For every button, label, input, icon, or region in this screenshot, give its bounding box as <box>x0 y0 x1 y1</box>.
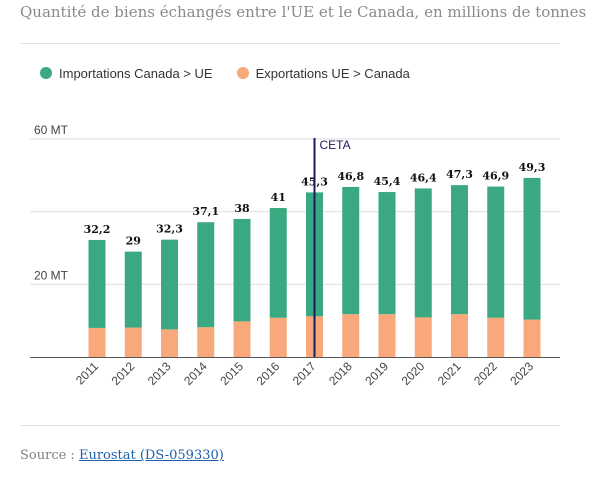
bar-segment-exports <box>269 317 287 357</box>
source-prefix: Source : <box>20 448 75 463</box>
x-tick-label: 2012 <box>109 359 138 388</box>
legend-label-imports: Importations Canada > UE <box>59 65 213 81</box>
bar-total-label: 49,3 <box>519 161 546 174</box>
bar-segment-exports <box>414 317 432 357</box>
x-tick-label: 2015 <box>217 359 246 388</box>
x-tick-label: 2014 <box>181 359 210 388</box>
x-tick-label: 2013 <box>145 359 174 388</box>
chart-subtitle: Quantité de biens échangés entre l'UE et… <box>20 3 587 21</box>
bar-segment-imports <box>414 188 432 318</box>
bar-segment-imports <box>233 218 251 322</box>
bar-segment-imports <box>487 186 505 318</box>
bar-segment-imports <box>88 240 106 328</box>
bar-segment-imports <box>197 222 215 328</box>
bar-segment-exports <box>124 327 142 357</box>
x-tick-label: 2011 <box>73 359 101 387</box>
bar-segment-imports <box>523 177 541 320</box>
bar-total-label: 41 <box>271 191 286 204</box>
bar-segment-exports <box>451 314 468 357</box>
bar-total-label: 37,1 <box>192 205 219 218</box>
bottom-divider <box>20 425 560 426</box>
bar-segment-exports <box>161 329 178 357</box>
bar-total-label: 46,8 <box>337 170 364 183</box>
legend-swatch-exports <box>236 67 249 79</box>
bar-segment-imports <box>342 186 360 315</box>
bar-segment-exports <box>523 319 541 357</box>
bar-segment-exports <box>233 321 251 357</box>
y-tick-label: 20 MT <box>34 268 69 282</box>
legend-swatch-imports <box>40 67 52 79</box>
ceta-marker-label: CETA <box>320 138 351 152</box>
bar-segment-imports <box>124 251 142 328</box>
legend-item-imports: Importations Canada > UE <box>40 66 213 81</box>
bar-segment-exports <box>487 317 505 357</box>
x-tick-label: 2016 <box>254 359 283 388</box>
bar-total-label: 38 <box>234 202 250 215</box>
stacked-bar-chart: 20 MT 60 MT 32,2 2011 29 2012 32,3 2013 37,1 2014… <box>30 123 560 388</box>
y-tick-label: 60 MT <box>34 123 69 137</box>
bar-segment-exports <box>342 314 360 357</box>
x-tick-label: 2021 <box>435 359 464 388</box>
x-tick-label: 2017 <box>290 359 319 388</box>
legend-label-exports: Exportations UE > Canada <box>255 65 410 81</box>
bar-total-label: 46,4 <box>410 171 437 184</box>
legend: Importations Canada > UE Exportations UE… <box>40 64 434 82</box>
legend-item-exports: Exportations UE > Canada <box>236 65 410 81</box>
source-line: Source : Eurostat (DS-059330) <box>20 448 224 463</box>
x-tick-label: 2020 <box>399 359 428 388</box>
x-tick-label: 2019 <box>362 359 391 388</box>
bar-total-label: 45,4 <box>374 175 401 188</box>
bar-segment-imports <box>451 185 468 315</box>
bar-total-label: 47,3 <box>446 168 473 181</box>
top-divider <box>20 43 560 44</box>
x-tick-label: 2018 <box>326 359 355 388</box>
x-tick-label: 2023 <box>507 359 536 388</box>
bar-segment-exports <box>88 327 106 357</box>
bar-segment-exports <box>197 327 215 357</box>
bar-total-label: 32,2 <box>84 223 111 236</box>
bar-segment-imports <box>378 192 396 315</box>
bar-total-label: 46,9 <box>482 170 509 183</box>
bar-total-label: 32,3 <box>156 223 183 236</box>
bar-segment-exports <box>378 314 396 357</box>
bar-total-label: 29 <box>126 235 141 248</box>
x-tick-label: 2022 <box>471 359 500 388</box>
bar-segment-imports <box>269 208 287 318</box>
bar-segment-imports <box>161 239 178 330</box>
source-link[interactable]: Eurostat (DS-059330) <box>78 448 224 463</box>
